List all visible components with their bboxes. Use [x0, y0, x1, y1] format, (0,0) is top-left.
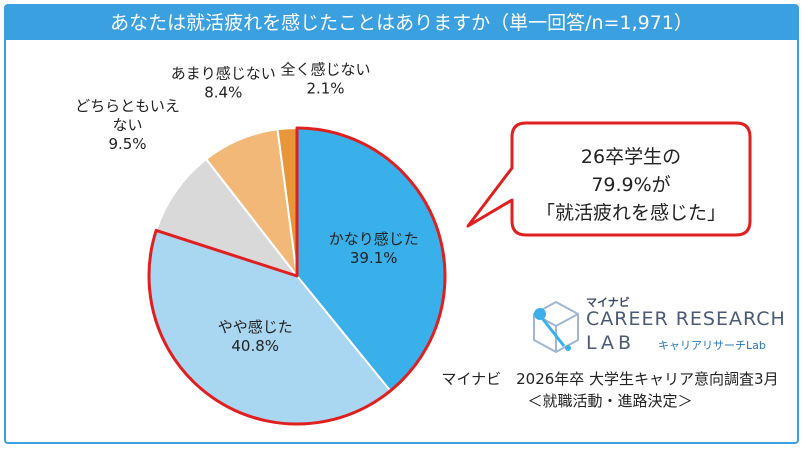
slice-label-全く感じない: 全く感じない	[280, 61, 370, 79]
callout-box	[466, 121, 752, 237]
slice-value-やや感じた: 40.8%	[231, 337, 279, 355]
callout-line-1: 26卒学生の	[580, 146, 682, 168]
source-line-1: マイナビ 2026年卒 大学生キャリア意向調査3月	[441, 370, 779, 388]
career-research-lab-logo: マイナビ CAREER RESEARCH LAB キャリアリサーチLab	[528, 294, 788, 364]
slice-label-どちらともいえない-2: ない	[112, 116, 142, 134]
slice-label-やや感じた: やや感じた	[218, 318, 293, 336]
brand-main: CAREER RESEARCH	[586, 308, 786, 330]
highlight-outline	[147, 126, 447, 426]
callout-line-3: 「就活疲れを感じた」	[535, 202, 726, 224]
slice-label-あまり感じない: あまり感じない	[171, 64, 276, 82]
callout-text: 26卒学生の 79.9%が 「就活疲れを感じた」	[512, 143, 750, 227]
slice-label-かなり感じた: かなり感じた	[329, 230, 419, 248]
callout-line-2: 79.9%が	[591, 174, 671, 196]
chart-title: あなたは就活疲れを感じたことはありますか（単一回答/n=1,971）	[6, 6, 797, 40]
brand-sub: キャリアリサーチLab	[658, 339, 766, 352]
cube-logo-icon	[533, 300, 579, 354]
slice-value-あまり感じない: 8.4%	[204, 83, 242, 101]
brand-lab: LAB	[586, 332, 636, 354]
brand-small: マイナビ	[586, 296, 630, 309]
slice-label-どちらともいえない-1: どちらともいえ	[75, 97, 180, 115]
pie-slice-どちらともいえない	[154, 157, 300, 278]
slice-value-どちらともいえない: 9.5%	[108, 135, 146, 153]
slice-value-かなり感じた: 39.1%	[350, 249, 398, 267]
slice-value-全く感じない: 2.1%	[306, 80, 344, 98]
source-line-2: ＜就職活動・進路決定＞	[527, 392, 693, 410]
source-note: マイナビ 2026年卒 大学生キャリア意向調査3月 ＜就職活動・進路決定＞	[420, 368, 800, 412]
